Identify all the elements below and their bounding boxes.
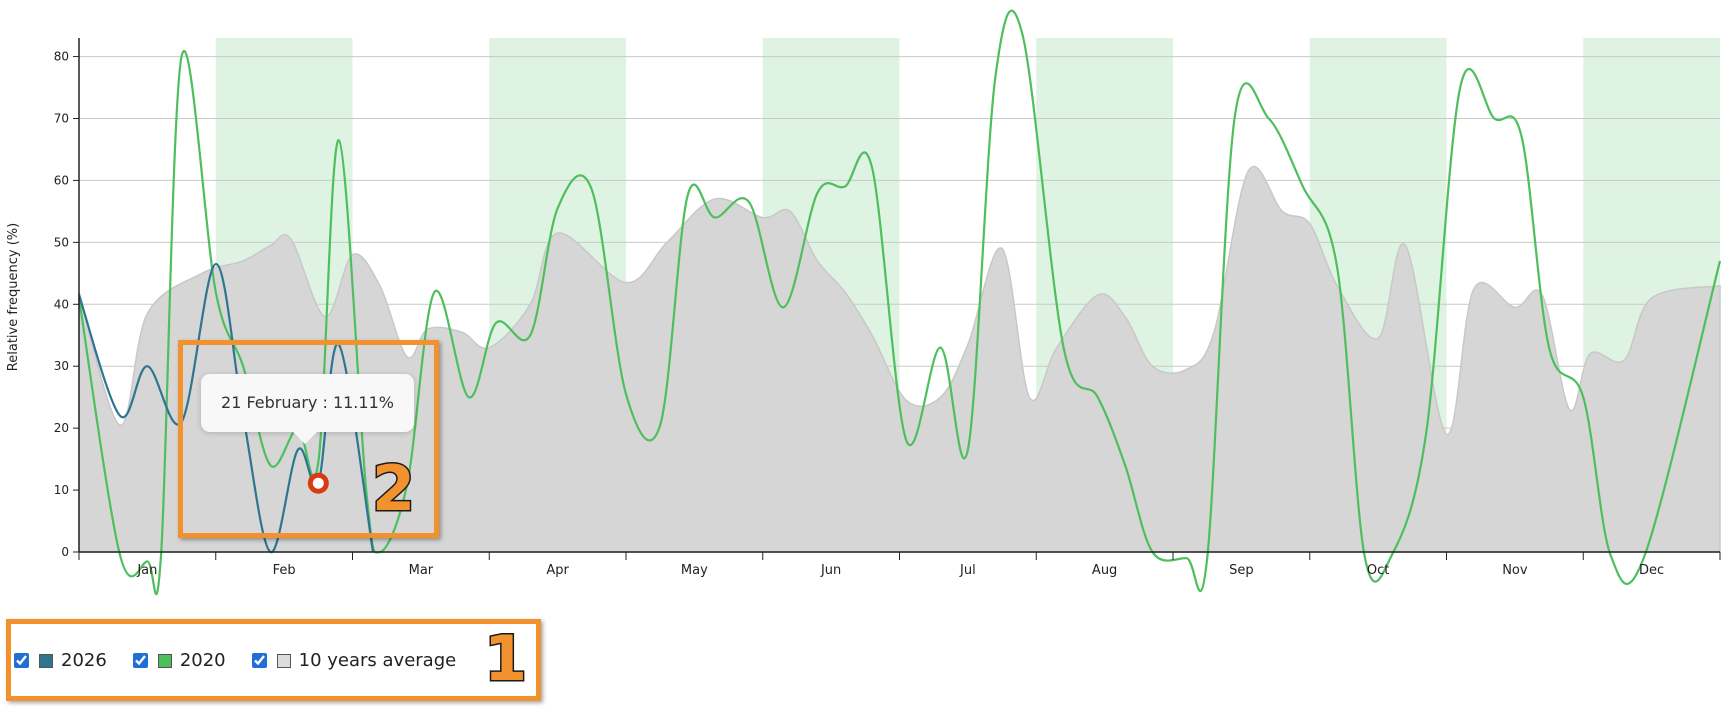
- tooltip: 21 February : 11.11%: [201, 374, 414, 444]
- x-tick-label-may: May: [681, 563, 708, 578]
- checkbox-10-year-average[interactable]: [251, 653, 267, 668]
- x-tick-label-sep: Sep: [1229, 563, 1254, 578]
- highlight-point: [307, 472, 329, 494]
- annotation-box-1: [6, 619, 541, 701]
- annotation-badge-1: 1: [482, 621, 528, 697]
- legend-item-2026[interactable]: 2026: [14, 650, 107, 671]
- axes: 0 10 20 30 40 50 60 70 80 Jan Feb Mar Apr May Jun Jul Au…: [54, 38, 1721, 578]
- swatch-10-year-average: [276, 653, 291, 668]
- y-tick-label-10: 10: [54, 483, 69, 497]
- legend: 2026 2020 10 years average: [14, 650, 482, 671]
- x-tick-label-dec: Dec: [1639, 563, 1664, 578]
- y-tick-label-20: 20: [54, 421, 69, 435]
- x-tick-label-apr: Apr: [546, 563, 569, 578]
- checkbox-2020[interactable]: [132, 653, 148, 668]
- annotation-box-2: [178, 340, 439, 538]
- y-tick-label-60: 60: [54, 173, 69, 187]
- x-tick-label-nov: Nov: [1502, 563, 1528, 578]
- y-axis-label: Relative frequency (%): [6, 223, 21, 371]
- x-tick-label-aug: Aug: [1092, 563, 1117, 578]
- area-10-years-average: [78, 166, 1721, 553]
- swatch-2026: [39, 653, 53, 668]
- annotation-badge-2: 2: [370, 451, 416, 527]
- legend-item-10-year-average[interactable]: 10 years average: [251, 650, 457, 671]
- y-tick-label-70: 70: [54, 112, 69, 126]
- y-tick-label-0: 0: [61, 545, 69, 559]
- y-tick-label-50: 50: [54, 235, 69, 249]
- x-tick-label-feb: Feb: [273, 563, 296, 578]
- x-tick-label-jun: Jun: [820, 563, 841, 578]
- y-tick-label-40: 40: [54, 297, 69, 311]
- swatch-2020: [157, 653, 172, 668]
- x-tick-label-oct: Oct: [1367, 563, 1389, 578]
- x-tick-label-jul: Jul: [959, 563, 976, 578]
- y-tick-label-80: 80: [54, 50, 69, 64]
- y-tick-label-30: 30: [54, 359, 69, 373]
- x-tick-label-jan: Jan: [136, 563, 157, 578]
- legend-label-10-year-average: 10 years average: [298, 650, 457, 671]
- legend-label-2020: 2020: [179, 650, 226, 671]
- legend-item-2020[interactable]: 2020: [132, 650, 226, 671]
- legend-label-2026: 2026: [61, 650, 107, 671]
- checkbox-2026[interactable]: [14, 653, 29, 668]
- x-tick-label-mar: Mar: [409, 563, 434, 578]
- line-2020: [77, 9, 1722, 596]
